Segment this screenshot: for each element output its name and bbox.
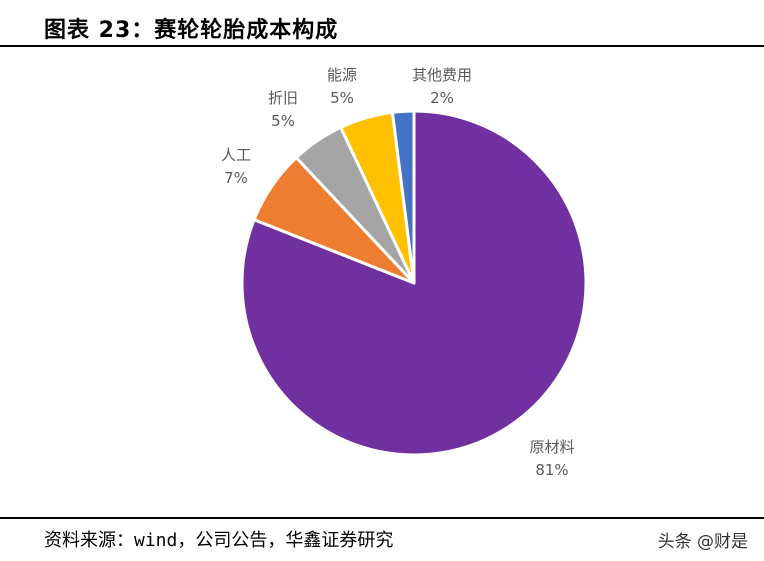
label-pct-raw-materials: 81%: [535, 461, 568, 479]
source-note: 资料来源：wind，公司公告，华鑫证券研究: [44, 530, 394, 551]
pie-slice-4: [390, 109, 416, 285]
label-name-other-expenses: 其他费用: [412, 66, 472, 84]
chart-title: 图表 23：赛轮轮胎成本构成: [44, 18, 339, 43]
watermark: 头条 @财是: [657, 532, 748, 552]
label-pct-labor: 7%: [224, 169, 248, 187]
top-divider: [0, 45, 764, 47]
label-name-raw-materials: 原材料: [529, 438, 574, 456]
label-name-energy: 能源: [327, 66, 357, 84]
label-pct-depreciation: 5%: [271, 112, 295, 130]
label-name-depreciation: 折旧: [268, 89, 298, 107]
bottom-divider: [0, 517, 764, 519]
pie-slices: [240, 109, 588, 457]
data-labels: 原材料 81% 人工 7% 折旧 5% 能源 5% 其他费用 2%: [221, 66, 575, 479]
label-pct-other-expenses: 2%: [430, 89, 454, 107]
label-pct-energy: 5%: [330, 89, 354, 107]
label-name-labor: 人工: [221, 146, 251, 164]
